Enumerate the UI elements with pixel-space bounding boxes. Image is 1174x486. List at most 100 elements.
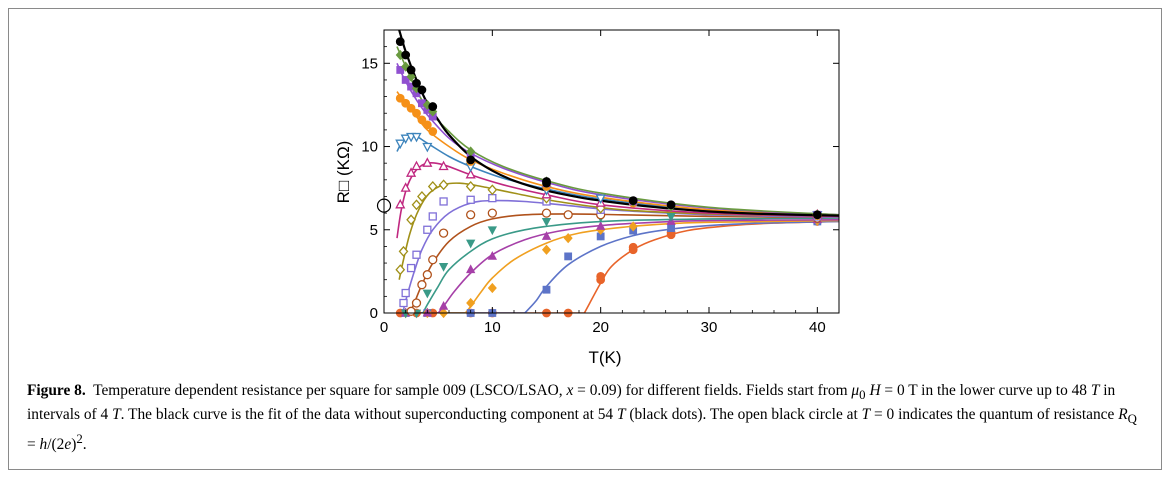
data-point (564, 252, 573, 261)
data-point (438, 160, 449, 171)
data-point (466, 210, 476, 220)
data-point (428, 255, 438, 265)
data-point (412, 108, 421, 118)
series-curve (583, 220, 839, 313)
data-point (465, 264, 476, 274)
data-point (596, 221, 606, 230)
axis-ticks: 0 10 20 30 40 0 5 10 15 (361, 29, 840, 336)
data-point (487, 184, 498, 196)
data-point (412, 78, 421, 88)
series-curve (437, 219, 839, 313)
data-point (401, 50, 411, 60)
data-point (628, 196, 638, 206)
data-point (412, 250, 421, 259)
figure-caption: Figure 8. Temperature dependent resistan… (27, 381, 1147, 455)
data-point (417, 85, 427, 95)
data-point (422, 120, 432, 130)
resistance-chart: 0 10 20 30 40 0 5 10 15 T(K) R□ (KΩ) (334, 29, 840, 367)
data-point (596, 271, 606, 281)
data-point (541, 208, 552, 218)
series-points (395, 37, 823, 319)
data-point (628, 242, 638, 252)
data-point (401, 98, 411, 108)
data-point (438, 179, 449, 191)
data-point (465, 181, 476, 192)
data-point (487, 208, 497, 218)
figure-label: Figure 8. (27, 382, 86, 399)
caption-text: Temperature dependent resistance per squ… (27, 382, 1137, 454)
data-point (466, 195, 475, 204)
data-point (466, 297, 476, 309)
y-tick-label: 0 (370, 305, 378, 322)
data-point (438, 228, 449, 238)
series-curve (396, 46, 839, 216)
data-point (411, 199, 422, 211)
data-point (401, 76, 410, 84)
data-point (395, 139, 406, 150)
data-point (406, 214, 416, 226)
y-tick-label: 15 (361, 55, 378, 72)
data-point (428, 102, 438, 111)
data-point (411, 132, 422, 143)
y-axis-label: R□ (KΩ) (334, 141, 353, 204)
data-point (411, 298, 422, 308)
data-point (487, 251, 498, 260)
data-point (595, 194, 606, 205)
plot-frame (383, 29, 840, 314)
data-point (541, 244, 552, 255)
data-point (417, 115, 427, 125)
data-point (487, 282, 497, 294)
data-point (666, 200, 676, 210)
data-point (541, 218, 552, 227)
data-point (542, 177, 551, 186)
fit-curve (398, 30, 839, 217)
series-curve (396, 62, 839, 216)
y-tick-label: 10 (361, 139, 378, 156)
data-point (400, 182, 411, 192)
data-point (541, 231, 552, 240)
data-point (542, 285, 551, 294)
x-tick-label: 40 (809, 319, 826, 336)
data-point (427, 181, 438, 192)
data-point (417, 190, 427, 202)
x-tick-label: 0 (380, 319, 388, 336)
data-point (465, 239, 476, 249)
series-curve (398, 182, 839, 280)
data-point (406, 65, 416, 75)
data-point (466, 155, 476, 165)
data-point (563, 210, 573, 220)
data-point (395, 198, 406, 209)
data-point (395, 93, 405, 103)
data-point (812, 210, 822, 220)
data-point (406, 306, 416, 316)
data-point (428, 212, 437, 221)
fit-curve-layer (398, 30, 839, 217)
x-tick-label: 30 (701, 319, 718, 336)
x-tick-label: 10 (484, 319, 501, 336)
data-point (399, 298, 408, 308)
x-tick-label: 20 (592, 319, 609, 336)
data-point (406, 263, 416, 273)
data-point (400, 134, 411, 145)
data-point (628, 221, 638, 232)
data-point (438, 300, 449, 310)
series-curve (409, 213, 839, 313)
data-point (406, 103, 416, 113)
x-axis-label: T(K) (588, 348, 621, 367)
data-point (411, 160, 422, 171)
data-point (395, 37, 405, 47)
figure-frame (8, 8, 1162, 470)
data-point (401, 288, 410, 298)
data-point (406, 71, 416, 82)
data-point (395, 264, 406, 276)
data-point (666, 213, 676, 222)
data-point (667, 224, 675, 233)
series-curve (422, 217, 839, 313)
data-point (465, 168, 476, 179)
data-point (422, 270, 432, 280)
data-point (488, 193, 497, 203)
data-point (439, 197, 448, 206)
data-point (396, 66, 405, 74)
data-point (422, 157, 433, 167)
data-point (563, 232, 573, 244)
